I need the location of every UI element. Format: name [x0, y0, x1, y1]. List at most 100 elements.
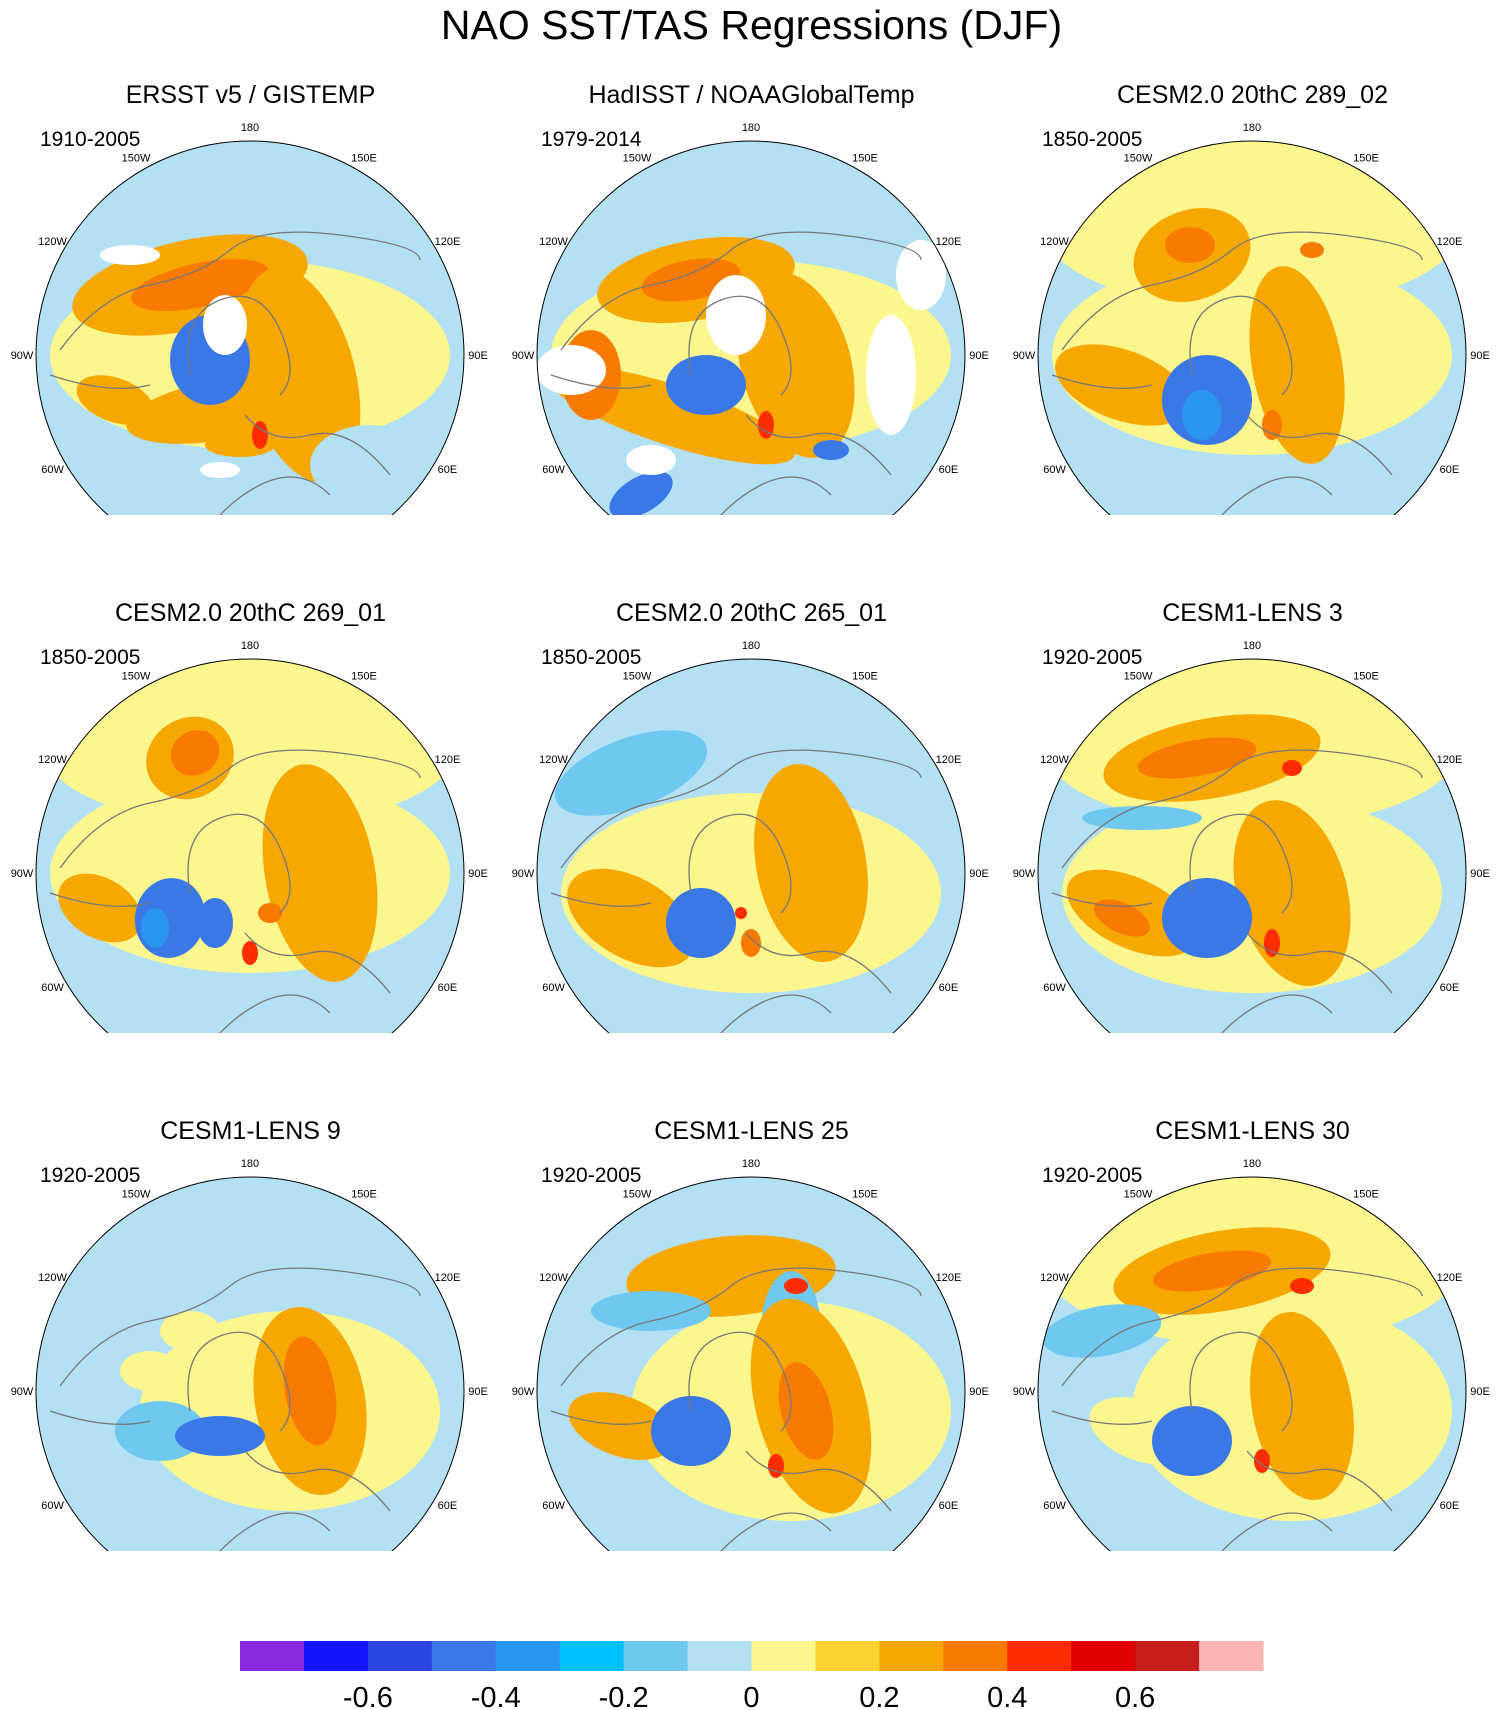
regression-contour [651, 1396, 731, 1466]
longitude-label: 120E [1437, 754, 1463, 766]
panel-title: CESM2.0 20thC 289_02 [1116, 81, 1388, 109]
panel-period: 1850-2005 [1042, 128, 1143, 151]
panel-title: CESM1-LENS 30 [1155, 1117, 1350, 1145]
coastline [1051, 749, 1423, 1033]
colorbar-swatch [559, 1641, 625, 1671]
map-boundary [536, 140, 966, 515]
colorbar-tick-label: -0.6 [343, 1682, 393, 1710]
longitude-label: 120E [1437, 236, 1463, 248]
colorbar-swatch [367, 1641, 433, 1671]
panel-period: 1920-2005 [1042, 1164, 1143, 1187]
regression-contour [666, 888, 736, 958]
polar-map: 180150E120E90E60E30E030W60W90W120W150W [512, 640, 989, 1033]
missing-data-area [866, 315, 916, 435]
longitude-label: 90W [11, 868, 34, 880]
colorbar-swatch [687, 1641, 752, 1671]
polar-map: 180150E120E90E60E30E030W60W90W120W150W [1013, 640, 1490, 1033]
map-boundary [536, 658, 966, 1033]
regression-contour [1165, 227, 1215, 263]
regression-contour [1052, 973, 1452, 1033]
longitude-label: 60E [1440, 1500, 1460, 1512]
regression-contour [175, 1416, 265, 1456]
longitude-label: 120E [435, 1272, 461, 1284]
coastline [550, 1267, 922, 1551]
regression-contour [567, 868, 695, 968]
longitude-label: 90W [11, 1386, 34, 1398]
regression-contour [1042, 1304, 1162, 1358]
figure-title: NAO SST/TAS Regressions (DJF) [440, 2, 1063, 48]
longitude-label: 180 [241, 640, 259, 652]
longitude-label: 90W [1013, 1386, 1036, 1398]
regression-contour [551, 1491, 951, 1551]
longitude-label: 120W [38, 236, 67, 248]
regression-contour [242, 941, 258, 965]
longitude-label: 90E [969, 1386, 989, 1398]
missing-data-area [896, 240, 946, 310]
regression-contour [1052, 455, 1452, 515]
map-panel: CESM2.0 20thC 265_01 1850-2005 180 150E 120E… [501, 518, 1002, 1033]
longitude-label: 90W [1013, 868, 1036, 880]
colorbar-swatch [431, 1641, 497, 1671]
polar-map: 180150E120E90E60E30E030W60W90W120W150W [512, 122, 989, 515]
panel-title: CESM1-LENS 3 [1162, 599, 1343, 627]
map-panel: CESM1-LENS 31920-2005180150E120E90E60E30… [1002, 518, 1503, 1033]
longitude-label: 60W [41, 982, 64, 994]
longitude-label: 180 [1243, 640, 1261, 652]
coastline [550, 749, 922, 1033]
longitude-label: 90W [512, 1386, 535, 1398]
longitude-label: 90W [11, 350, 34, 362]
regression-contour [1162, 878, 1252, 958]
longitude-label: 150E [852, 1189, 878, 1201]
regression-contour [50, 141, 450, 275]
regression-contour [131, 259, 269, 311]
map-boundary [1037, 1176, 1467, 1551]
longitude-label: 120E [1437, 1272, 1463, 1284]
longitude-label: 90E [468, 350, 488, 362]
longitude-label: 180 [1243, 122, 1261, 134]
longitude-label: 150E [351, 153, 377, 165]
longitude-label: 60W [1043, 982, 1066, 994]
panel-period: 1979-2014 [541, 128, 642, 151]
panel-period: 1850-2005 [541, 646, 642, 669]
map-panel: CESM2.0 20thC 269_01 1850-2005 180 150E 120E… [0, 518, 501, 1033]
regression-contour [50, 973, 450, 1033]
map-panel: CESM1-LENS 91920-2005180150E120E90E60E30… [0, 1036, 501, 1551]
longitude-label: 60E [1440, 982, 1460, 994]
panel-period: 1850-2005 [40, 646, 141, 669]
longitude-label: 150W [623, 1189, 652, 1201]
coastline [49, 231, 421, 515]
missing-data-area [203, 295, 247, 355]
longitude-label: 60W [1043, 1500, 1066, 1512]
longitude-label: 120E [936, 1272, 962, 1284]
regression-contour [310, 425, 430, 505]
panel-period: 1920-2005 [1042, 646, 1143, 669]
regression-contour [813, 440, 849, 460]
longitude-label: 60W [41, 1500, 64, 1512]
panel-title: CESM1-LENS 25 [654, 1117, 849, 1145]
longitude-label: 120W [539, 1272, 568, 1284]
colorbar-tick-label: 0 [743, 1682, 759, 1710]
regression-contour [1137, 737, 1257, 779]
regression-contour [120, 1351, 180, 1391]
panel-title: CESM2.0 20thC 265_01 [615, 599, 887, 627]
longitude-label: 150E [852, 671, 878, 683]
longitude-label: 180 [241, 122, 259, 134]
regression-contour [1182, 390, 1222, 440]
map-panel: CESM2.0 20thC 289_02 1850-2005 180 150E 120E… [1002, 0, 1503, 515]
regression-contour [126, 376, 314, 444]
regression-contour [252, 421, 268, 449]
longitude-label: 120W [539, 236, 568, 248]
longitude-label: 150E [1353, 153, 1379, 165]
longitude-label: 150W [623, 671, 652, 683]
map-panel: CESM1-LENS 301920-2005180150E120E90E60E3… [1002, 1036, 1503, 1551]
colorbar-tick-label: 0.4 [987, 1682, 1027, 1710]
longitude-label: 180 [742, 640, 760, 652]
regression-contour [40, 1177, 460, 1346]
colorbar-swatch [815, 1641, 880, 1671]
regression-contour [1264, 929, 1280, 957]
polar-map: 180150E120E90E60E30E030W60W90W120W150W [1013, 122, 1490, 515]
regression-contour [551, 973, 951, 1033]
regression-contour [666, 355, 746, 415]
longitude-label: 180 [1243, 1158, 1261, 1170]
regression-contour [160, 1311, 220, 1351]
